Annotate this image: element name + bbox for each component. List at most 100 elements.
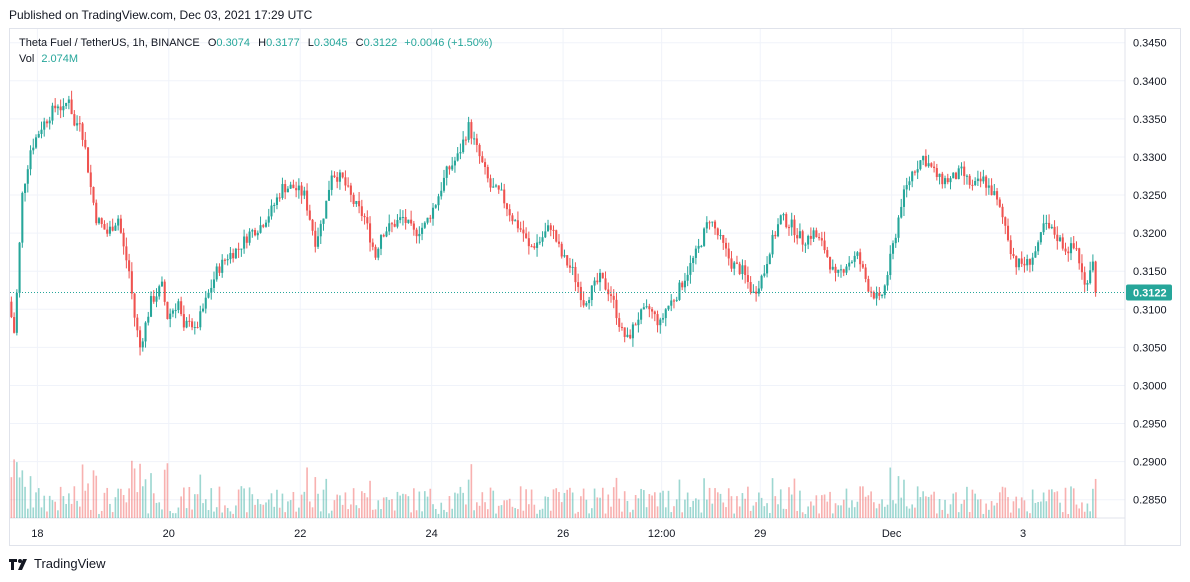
candle-body (300, 185, 303, 196)
candle-body (935, 168, 938, 177)
volume-bar (826, 501, 829, 518)
candle-body (489, 178, 492, 188)
volume-bar (889, 467, 892, 518)
volume-bar (957, 512, 960, 518)
candle-body (243, 236, 246, 249)
volume-bar (363, 492, 366, 518)
candle-body (325, 200, 328, 219)
candle-body (538, 241, 541, 243)
candle-body (963, 166, 966, 177)
candle-body (678, 282, 681, 300)
volume-bar (722, 502, 725, 518)
volume-bar (262, 504, 265, 518)
candle-body (86, 147, 90, 173)
candle-body (664, 309, 667, 319)
volume-bar (648, 494, 651, 518)
legend-volume-row: Vol 2.074M (19, 51, 492, 67)
candle-body (738, 263, 741, 275)
candle-body (683, 280, 686, 288)
volume-bar (443, 509, 445, 518)
candle-body (284, 184, 287, 193)
volume-bar (985, 503, 987, 518)
volume-bar (46, 511, 48, 518)
volume-bar (637, 498, 640, 518)
volume-bar (738, 506, 741, 518)
candle-body (913, 171, 916, 173)
candle-body (316, 236, 320, 247)
candle-body (155, 296, 158, 302)
volume-bar (747, 486, 749, 518)
volume-bar (399, 495, 401, 518)
candle-body (273, 204, 276, 206)
candle-body (1004, 217, 1007, 226)
volume-bar (675, 499, 678, 518)
chart-frame[interactable] (9, 28, 1181, 546)
volume-bar (352, 488, 355, 518)
candle-body (336, 177, 339, 182)
volume-bar (862, 486, 864, 518)
candle-body (568, 265, 571, 268)
candle-body (160, 281, 164, 287)
volume-bar (465, 504, 467, 518)
volume-bar (456, 493, 459, 518)
volume-bar (623, 491, 626, 518)
candle-body (820, 238, 823, 241)
candle-body (492, 186, 495, 188)
candle-body (308, 210, 311, 220)
candle-body (270, 205, 273, 217)
volume-bar (415, 510, 418, 518)
volume-bar (979, 499, 982, 518)
volume-bar (78, 506, 81, 518)
candle-body (692, 257, 695, 263)
candle-body (191, 321, 194, 328)
volume-bar (571, 492, 574, 518)
volume-bar (673, 506, 675, 518)
volume-bar (632, 509, 634, 518)
candle-body (21, 192, 24, 243)
candle-body (347, 185, 350, 187)
candle-body (623, 327, 626, 337)
candle-body (338, 172, 341, 182)
candle-body (700, 245, 703, 247)
y-tick-label: 0.3000 (1133, 380, 1167, 392)
volume-bar (873, 502, 875, 518)
volume-bar (1064, 487, 1067, 518)
volume-bar (141, 486, 144, 518)
volume-bar (451, 508, 454, 518)
volume-bar (905, 506, 908, 518)
volume-bar (410, 512, 412, 518)
y-tick-label: 0.3450 (1133, 38, 1167, 50)
volume-bar (161, 509, 163, 518)
volume-bar (229, 511, 232, 518)
candle-body (275, 197, 278, 205)
candle-body (946, 178, 949, 183)
candle-body (358, 200, 361, 207)
volume-bar (341, 504, 344, 518)
volume-bar (29, 476, 32, 518)
candle-body (864, 267, 867, 279)
candle-body (845, 266, 848, 273)
y-tick-label: 0.3150 (1133, 266, 1167, 278)
volume-bar (1018, 508, 1020, 518)
candle-body (73, 114, 76, 126)
candle-body (642, 307, 645, 310)
volume-bar (695, 498, 697, 518)
candle-body (355, 200, 358, 205)
candle-body (965, 175, 968, 177)
volume-bar (670, 512, 673, 518)
candle-body (705, 222, 708, 229)
last-price-label: 0.3122 (1133, 288, 1167, 300)
volume-bar (777, 504, 779, 518)
candle-body (703, 228, 706, 246)
candle-body (620, 326, 623, 328)
candle-body (938, 173, 941, 177)
candle-body (62, 106, 65, 111)
footer-brand: TradingView (34, 556, 106, 571)
candle-body (51, 105, 54, 121)
volume-bar (59, 486, 62, 518)
candle-body (349, 185, 352, 195)
candle-body (919, 160, 922, 170)
candle-body (933, 166, 936, 169)
candle-body (889, 253, 892, 276)
